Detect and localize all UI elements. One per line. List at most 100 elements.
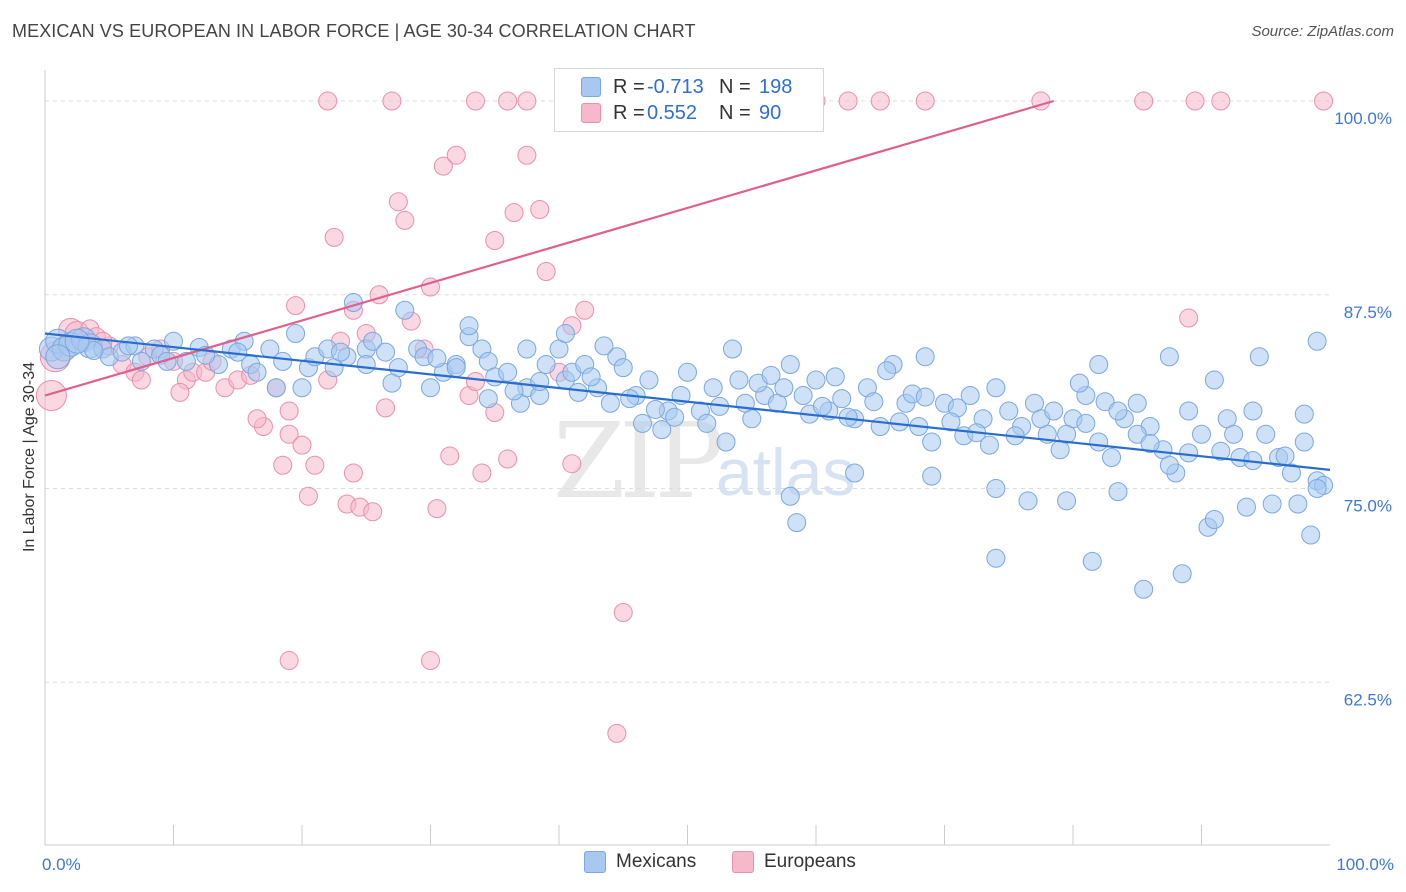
legend-mexicans[interactable]: Mexicans — [584, 851, 696, 873]
mexican-point — [986, 479, 1006, 498]
mexicans-trend-line — [44, 332, 1331, 471]
mexican-point — [979, 435, 999, 455]
european-point — [305, 455, 325, 475]
mexican-point — [331, 342, 351, 362]
mexican-point — [1179, 401, 1199, 421]
mexican-point — [825, 367, 845, 387]
european-point — [363, 502, 383, 522]
mexicans-legend-label: Mexicans — [616, 851, 697, 872]
mexican-point — [1018, 491, 1038, 511]
european-point — [446, 145, 466, 165]
european-point — [1179, 308, 1199, 328]
y-tick-label: 75.0% — [1344, 497, 1392, 516]
legend-row-mexicans: R = -0.713 N = 198 — [581, 75, 792, 99]
europeans-trend-line — [44, 99, 1055, 397]
mexican-point — [286, 324, 306, 343]
mexican-point — [376, 342, 396, 362]
mexican-point — [864, 392, 884, 412]
mexican-point — [877, 361, 897, 381]
mexican-point — [176, 351, 196, 371]
mexican-point — [555, 324, 575, 343]
mexican-point — [395, 300, 415, 320]
european-point — [286, 296, 306, 316]
mexican-point — [1211, 441, 1231, 461]
mexican-point — [986, 378, 1006, 398]
legend-row-europeans: R = 0.552 N = 90 — [581, 101, 781, 125]
european-point — [318, 91, 338, 111]
european-point — [562, 454, 582, 474]
mexican-point — [208, 355, 228, 374]
mexican-point — [1159, 455, 1179, 475]
mexican-point — [498, 362, 518, 382]
mexican-point — [1057, 491, 1077, 511]
mexican-point — [633, 413, 653, 433]
mexican-point — [1159, 347, 1179, 367]
european-point — [395, 210, 415, 230]
mexican-point — [1172, 564, 1192, 584]
mexican-point — [504, 381, 524, 401]
mexican-point — [620, 389, 640, 409]
mexican-point — [761, 365, 781, 385]
mexican-point — [1204, 510, 1224, 529]
european-point — [382, 91, 402, 111]
mexican-point — [941, 412, 961, 432]
european-point — [472, 463, 492, 483]
mexican-point — [1089, 355, 1109, 374]
mexican-point — [729, 370, 749, 390]
european-point — [279, 401, 299, 421]
european-point — [1314, 91, 1334, 111]
mexican-point — [421, 378, 440, 398]
mexican-point — [780, 355, 800, 374]
european-point — [433, 156, 453, 176]
mexican-point — [613, 358, 633, 378]
mexican-point — [703, 378, 723, 398]
mexican-point — [1108, 401, 1128, 421]
mexican-point — [1307, 331, 1327, 351]
mexican-point — [1224, 424, 1244, 444]
european-point — [498, 449, 518, 469]
n-label: N = — [719, 75, 751, 98]
mexican-point — [1249, 347, 1269, 367]
european-point — [1185, 91, 1205, 111]
mexican-point — [870, 417, 890, 436]
y-axis-label: In Labor Force | Age 30-34 — [21, 361, 38, 553]
europeans-legend-swatch — [732, 851, 754, 873]
mexican-point — [665, 407, 685, 427]
mexican-point — [1095, 392, 1115, 412]
european-point — [279, 424, 299, 444]
mexican-point — [1288, 494, 1308, 514]
mexicans-legend-swatch — [584, 851, 606, 873]
mexican-point — [1076, 413, 1096, 433]
mexican-point — [986, 548, 1006, 568]
mexicans-swatch — [581, 77, 601, 97]
european-point — [273, 455, 293, 475]
r-value: 0.552 — [647, 101, 698, 124]
mexican-point — [1192, 424, 1211, 444]
mexican-point — [581, 367, 601, 387]
mexican-point — [645, 399, 665, 419]
mexican-point — [1275, 446, 1295, 466]
european-point — [517, 145, 537, 165]
european-point — [485, 231, 505, 250]
european-point — [838, 91, 858, 111]
mexican-point — [1089, 432, 1109, 452]
mexican-point — [119, 336, 139, 356]
european-point — [536, 262, 556, 281]
european-point — [376, 398, 396, 418]
mexican-point — [1294, 432, 1314, 452]
legend-europeans[interactable]: Europeans — [732, 851, 856, 873]
european-point — [343, 463, 363, 483]
europeans-swatch — [581, 103, 601, 123]
mexican-point — [1236, 497, 1256, 517]
mexican-point — [594, 336, 614, 356]
mexican-point — [780, 486, 800, 506]
mexican-point — [1204, 370, 1224, 390]
european-point — [170, 382, 190, 402]
mexican-point — [832, 389, 852, 409]
european-point — [421, 651, 440, 671]
mexican-point — [1044, 401, 1064, 421]
mexican-point — [1179, 443, 1199, 463]
european-point — [517, 91, 537, 111]
european-point — [504, 203, 524, 223]
mexican-point — [1262, 494, 1282, 514]
